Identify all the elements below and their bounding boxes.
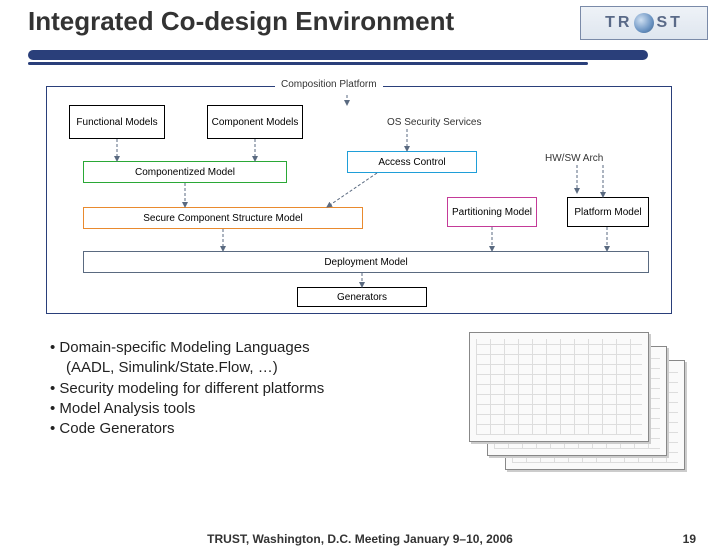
functional-models-box: Functional Models bbox=[69, 105, 165, 139]
platform-model-box: Platform Model bbox=[567, 197, 649, 227]
deployment-model-box: Deployment Model bbox=[83, 251, 649, 273]
composition-platform-frame: Composition Platform Functional Models C… bbox=[46, 86, 672, 314]
thumb-1 bbox=[469, 332, 649, 442]
trust-logo: TR ST bbox=[580, 6, 708, 40]
partitioning-model-box: Partitioning Model bbox=[447, 197, 537, 227]
generators-box: Generators bbox=[297, 287, 427, 307]
globe-icon bbox=[634, 13, 654, 33]
title-underline bbox=[28, 50, 648, 60]
footer-text: TRUST, Washington, D.C. Meeting January … bbox=[0, 532, 720, 546]
component-models-box: Component Models bbox=[207, 105, 303, 139]
bullet-list: • Domain-specific Modeling Languages (AA… bbox=[50, 338, 450, 439]
logo-text-post: ST bbox=[656, 14, 682, 32]
bullet-4: • Code Generators bbox=[50, 419, 450, 439]
logo-text-pre: TR bbox=[605, 14, 632, 32]
thumbnail-stack bbox=[465, 330, 695, 480]
hwsw-arch-label: HW/SW Arch bbox=[545, 153, 603, 164]
page-title: Integrated Co-design Environment bbox=[28, 6, 454, 37]
componentized-model-box: Componentized Model bbox=[83, 161, 287, 183]
page-number: 19 bbox=[683, 532, 696, 546]
bullet-1: • Domain-specific Modeling Languages bbox=[50, 338, 450, 358]
bullet-3: • Model Analysis tools bbox=[50, 399, 450, 419]
bullet-2: • Security modeling for different platfo… bbox=[50, 379, 450, 399]
secure-component-box: Secure Component Structure Model bbox=[83, 207, 363, 229]
os-security-label: OS Security Services bbox=[387, 117, 481, 128]
bullet-1b: (AADL, Simulink/State.Flow, …) bbox=[50, 358, 450, 378]
platform-label: Composition Platform bbox=[275, 79, 383, 90]
access-control-box: Access Control bbox=[347, 151, 477, 173]
title-underline-thin bbox=[28, 62, 588, 65]
